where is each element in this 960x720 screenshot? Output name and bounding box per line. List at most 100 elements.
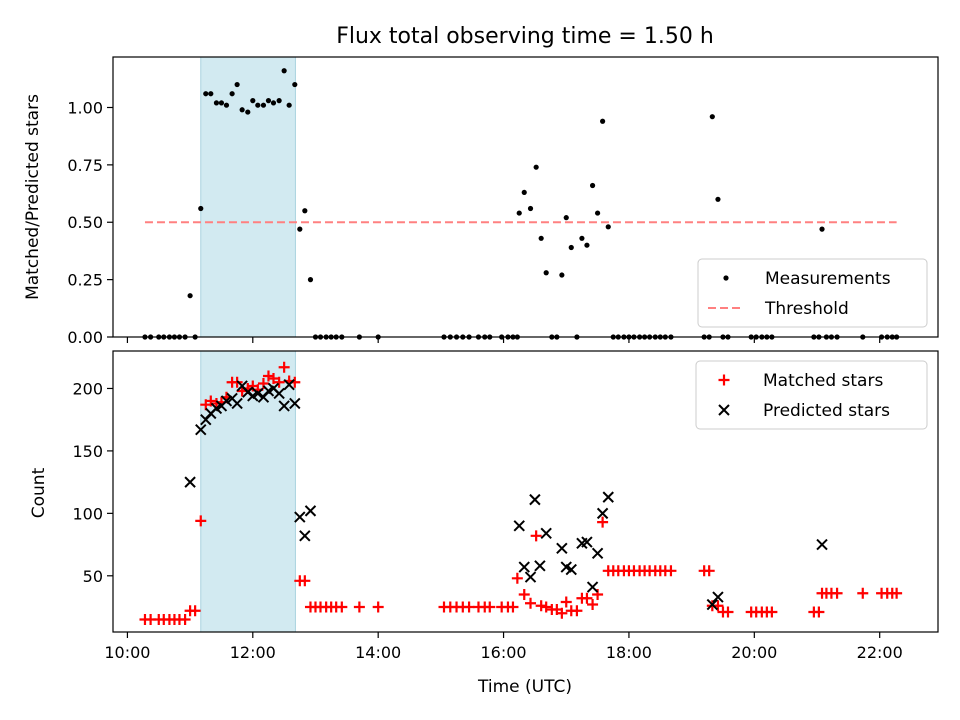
matched-stars-point <box>665 565 677 577</box>
matched-stars-point <box>484 601 496 613</box>
matched-stars-point <box>507 601 519 613</box>
predicted-stars-point <box>596 507 609 520</box>
measurement-point <box>297 226 303 232</box>
matched-stars-point <box>813 606 825 618</box>
matched-stars-point <box>560 596 572 608</box>
legend-marker-measurements <box>723 275 729 281</box>
legend-box <box>695 360 928 430</box>
measurement-point <box>819 226 825 232</box>
measurement-point <box>594 210 601 216</box>
predicted-stars-point <box>586 581 599 593</box>
matched-stars-point <box>703 565 715 577</box>
predicted-stars-point <box>294 511 306 523</box>
matched-stars-point <box>336 601 348 613</box>
measurement-point <box>543 270 549 276</box>
legend-label: Predicted stars <box>763 401 890 421</box>
predicted-stars-point <box>184 476 196 488</box>
matched-stars-point <box>556 607 568 619</box>
measurement-point <box>223 102 230 108</box>
matched-stars-point <box>530 530 542 542</box>
measurement-point <box>563 215 569 221</box>
count-panel-y-axis-label: Count <box>29 467 49 518</box>
predicted-stars-point <box>816 538 828 551</box>
matched-stars-point <box>273 376 285 388</box>
matched-stars-point <box>189 605 201 617</box>
measurement-point <box>568 244 574 251</box>
matched-stars-point <box>597 516 609 528</box>
measurement-point <box>276 98 282 104</box>
measurement-point <box>521 189 527 196</box>
predicted-stars-point <box>273 387 285 400</box>
matched-stars-point <box>262 370 274 382</box>
ratio-panel-legend: Measurements Threshold <box>697 258 928 328</box>
measurement-point <box>292 81 298 88</box>
x-tick-label: 18:00 <box>606 643 652 662</box>
predicted-stars-point <box>513 520 525 532</box>
predicted-stars-point <box>195 423 207 436</box>
predicted-stars-point <box>252 387 264 400</box>
y-tick-label: 150 <box>72 442 103 461</box>
predicted-stars-point <box>591 547 604 560</box>
measurement-point <box>203 91 209 97</box>
x-tick-label: 20:00 <box>731 643 777 662</box>
predicted-stars-point <box>534 560 546 572</box>
measurement-point <box>600 118 606 124</box>
shaded-observing-span <box>200 350 296 633</box>
legend-marker-matched <box>718 374 730 386</box>
predicted-stars-point <box>581 536 593 548</box>
matched-stars-point <box>525 597 537 609</box>
predicted-stars-point <box>529 493 541 506</box>
measurement-point <box>255 102 261 108</box>
y-tick-label: 0.75 <box>67 156 103 175</box>
matched-stars-point <box>535 600 547 612</box>
count-panel-x-axis-label: Time (UTC) <box>477 677 572 697</box>
matched-stars-point <box>857 587 869 599</box>
measurement-point <box>307 277 314 283</box>
matched-stars-point <box>587 599 599 611</box>
measurement-point <box>516 210 522 216</box>
x-tick-label: 10:00 <box>104 643 150 662</box>
measurement-point <box>715 196 721 202</box>
measurement-point <box>245 109 251 115</box>
matched-stars-point <box>831 587 843 599</box>
predicted-stars-point <box>283 379 295 391</box>
predicted-stars-point <box>220 395 233 407</box>
predicted-stars-point <box>299 530 311 542</box>
x-tick-label: 12:00 <box>230 643 276 662</box>
y-tick-label: 100 <box>72 504 103 523</box>
predicted-stars-point <box>231 397 243 410</box>
x-tick-label: 22:00 <box>857 643 903 662</box>
matched-stars-point <box>463 601 475 613</box>
matched-stars-point <box>299 575 311 587</box>
predicted-stars-point <box>712 591 724 603</box>
matched-stars-point <box>581 592 593 604</box>
count-panel-shaded-span <box>200 350 296 633</box>
predicted-stars-point <box>540 527 552 540</box>
measurement-point <box>250 98 256 104</box>
measurement-point <box>605 224 611 230</box>
legend-box <box>697 258 928 328</box>
matched-stars-point <box>267 372 279 384</box>
ratio-panel-marks <box>142 68 900 340</box>
measurement-point <box>579 235 585 241</box>
y-tick-label: 0.00 <box>67 328 103 347</box>
count-panel-axes: 50 100 150 200 10:00 12:00 14:00 16:00 18:00 20:0… <box>72 350 939 662</box>
measurement-point <box>559 272 565 278</box>
y-tick-label: 1.00 <box>67 98 103 117</box>
measurement-point <box>239 107 245 113</box>
y-tick-label: 0.50 <box>67 213 103 232</box>
count-panel-legend: Matched stars Predicted stars <box>695 360 928 430</box>
measurement-point <box>213 100 220 106</box>
y-tick-label: 0.25 <box>67 271 103 290</box>
legend-marker-predicted <box>718 404 730 416</box>
count-panel: 50 100 150 200 10:00 12:00 14:00 16:00 18:00 20:0… <box>29 350 939 697</box>
measurement-point <box>527 205 534 212</box>
ratio-panel-y-axis-label: Matched/Predicted stars <box>23 94 43 300</box>
x-tick-label: 14:00 <box>355 643 401 662</box>
matched-stars-point <box>205 395 217 407</box>
predicted-stars-point <box>278 400 290 412</box>
measurement-point <box>589 182 596 189</box>
measurement-point <box>265 98 272 104</box>
